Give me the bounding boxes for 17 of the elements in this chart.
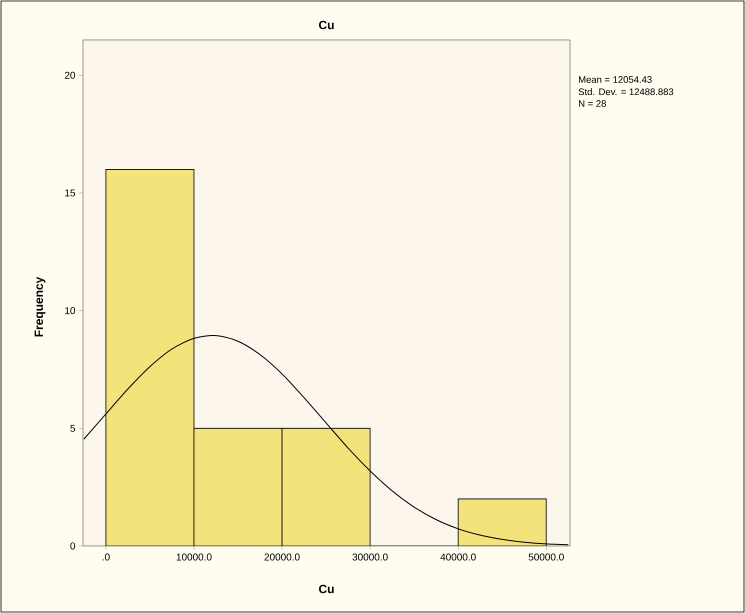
y-tick-label: 10 (65, 307, 76, 314)
y-tick-label: 15 (65, 189, 76, 196)
text: N = 28 (578, 100, 606, 107)
x-tick-label: 30000.0 (352, 554, 388, 561)
y-tick-label: 0 (70, 542, 76, 550)
x-tick-label: 50000.0 (528, 554, 564, 561)
y-axis-title: Frequency (34, 276, 46, 336)
y-tick-label: 5 (70, 424, 76, 432)
x-tick-label: 20000.0 (264, 554, 300, 561)
x-tick-label: .0 (102, 554, 110, 561)
text: Std. Dev. = 12488.883 (578, 88, 674, 96)
chart-title: Cu (319, 20, 334, 30)
y-tick-label: 20 (64, 72, 76, 79)
x-tick-label: 10000.0 (176, 554, 212, 561)
text: Mean = 12054.43 (578, 76, 652, 83)
x-tick-label: 40000.0 (440, 554, 476, 561)
x-axis-title: Cu (319, 584, 334, 594)
